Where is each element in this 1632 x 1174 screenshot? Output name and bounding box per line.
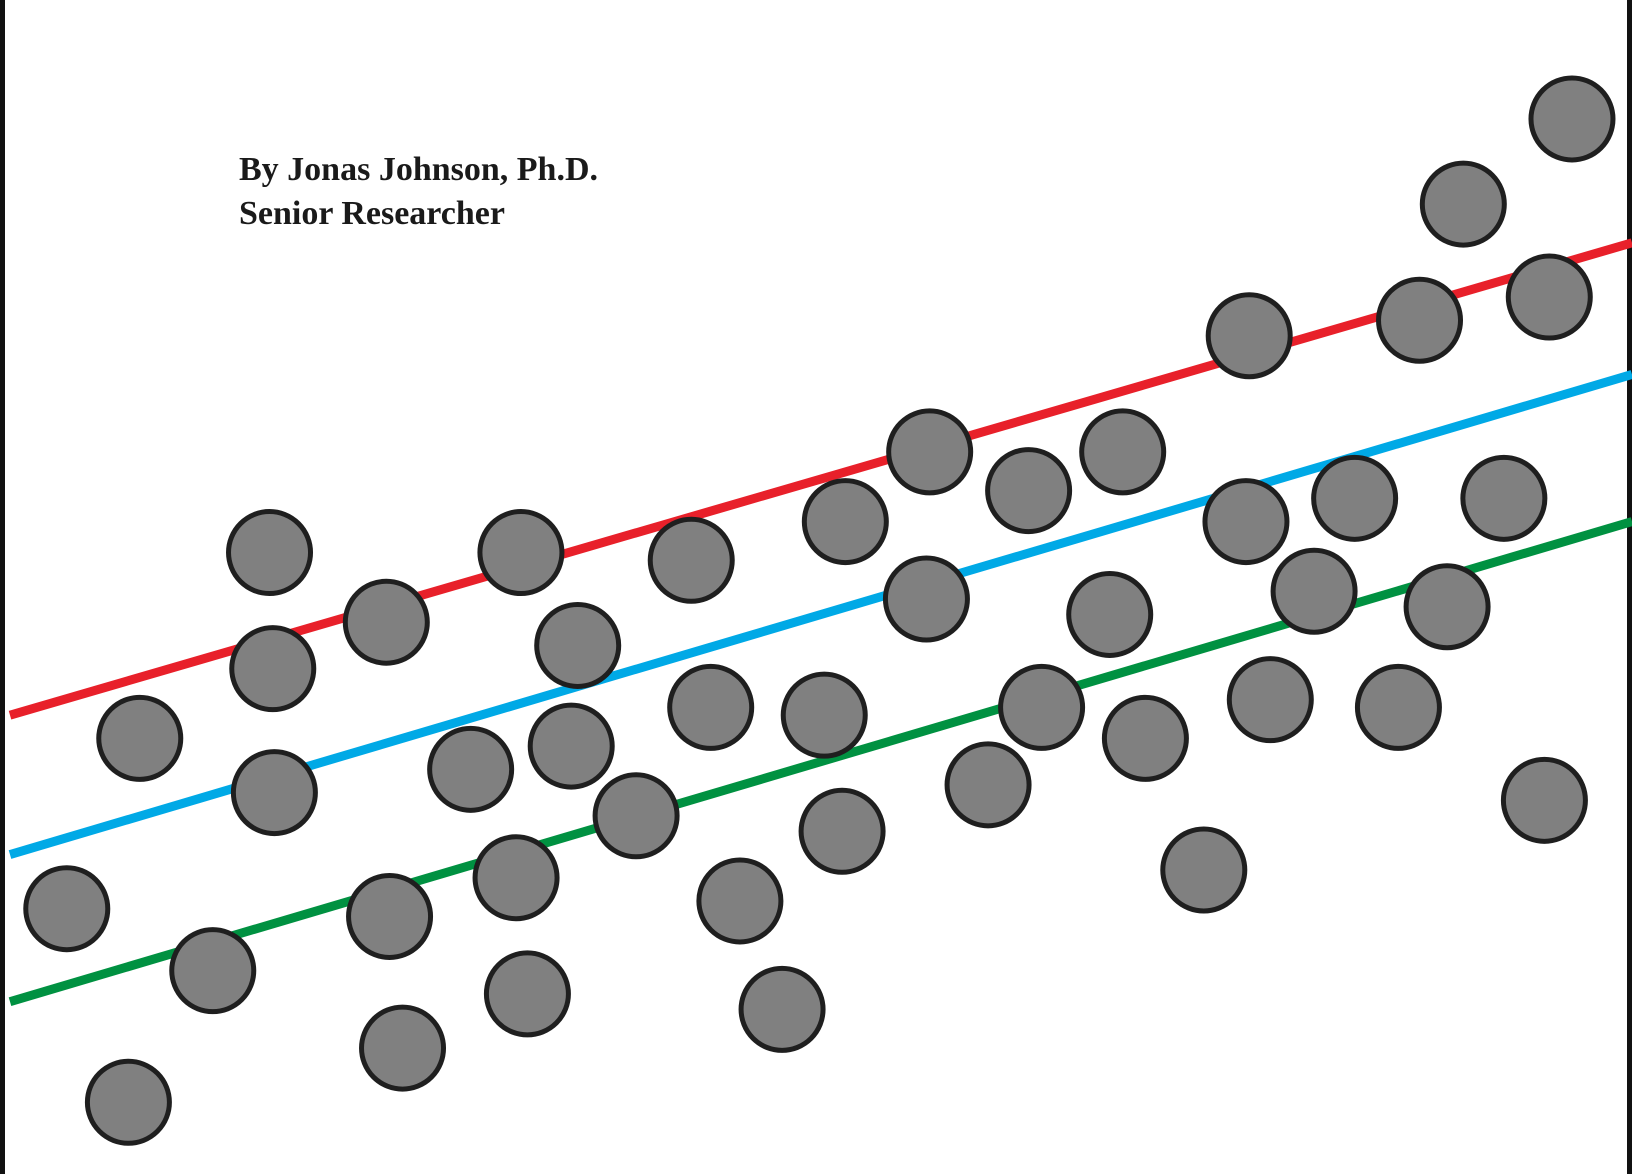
scatter-point bbox=[985, 447, 1073, 535]
scatter-point bbox=[1419, 160, 1507, 248]
scatter-point bbox=[592, 772, 680, 860]
trend-line-3 bbox=[8, 517, 1632, 1006]
byline: By Jonas Johnson, Ph.D. Senior Researche… bbox=[239, 148, 598, 236]
scatter-point bbox=[1226, 656, 1314, 744]
scatter-point bbox=[798, 787, 886, 875]
scatter-point bbox=[342, 578, 430, 666]
scatter-point bbox=[1376, 276, 1464, 364]
scatter-point bbox=[1205, 292, 1293, 380]
scatter-point bbox=[359, 1004, 447, 1092]
scatter-point bbox=[647, 516, 735, 604]
scatter-point bbox=[96, 694, 184, 782]
scatter-point bbox=[226, 509, 314, 597]
scatter-point bbox=[738, 965, 826, 1053]
scatter-point bbox=[169, 927, 257, 1015]
scatter-point bbox=[667, 663, 755, 751]
scatter-point bbox=[1101, 694, 1189, 782]
scatter-point bbox=[696, 857, 784, 945]
scatter-point bbox=[1311, 454, 1399, 542]
scatter-point bbox=[944, 741, 1032, 829]
scatter-point bbox=[886, 408, 974, 496]
author-name: By Jonas Johnson, Ph.D. bbox=[239, 151, 599, 188]
scatter-point bbox=[534, 601, 622, 689]
scatter-point bbox=[882, 555, 970, 643]
scatter-point bbox=[477, 509, 565, 597]
scatter-point bbox=[1066, 570, 1154, 658]
scatter-point bbox=[84, 1058, 172, 1146]
scatter-plot bbox=[8, 75, 1632, 1146]
scatter-point bbox=[998, 663, 1086, 751]
scatter-point bbox=[527, 702, 615, 790]
scatter-point bbox=[1354, 663, 1442, 751]
scatter-point bbox=[1079, 408, 1167, 496]
scatter-point bbox=[1505, 253, 1593, 341]
scatter-point bbox=[23, 865, 111, 953]
author-role: Senior Researcher bbox=[239, 195, 505, 232]
scatter-point bbox=[1460, 454, 1548, 542]
scatter-point bbox=[1270, 547, 1358, 635]
scatter-point bbox=[1528, 75, 1616, 163]
scatter-point bbox=[1500, 756, 1588, 844]
scatter-point bbox=[230, 749, 318, 837]
scatter-point bbox=[780, 671, 868, 759]
scatter-point bbox=[346, 872, 434, 960]
scatter-point bbox=[483, 950, 571, 1038]
scatter-point bbox=[1202, 478, 1290, 566]
scatter-point bbox=[1403, 563, 1491, 651]
scatter-point bbox=[801, 478, 889, 566]
scatter-point bbox=[1160, 826, 1248, 914]
scatter-point bbox=[229, 625, 317, 713]
scatter-point bbox=[427, 725, 515, 813]
scatter-point bbox=[472, 834, 560, 922]
